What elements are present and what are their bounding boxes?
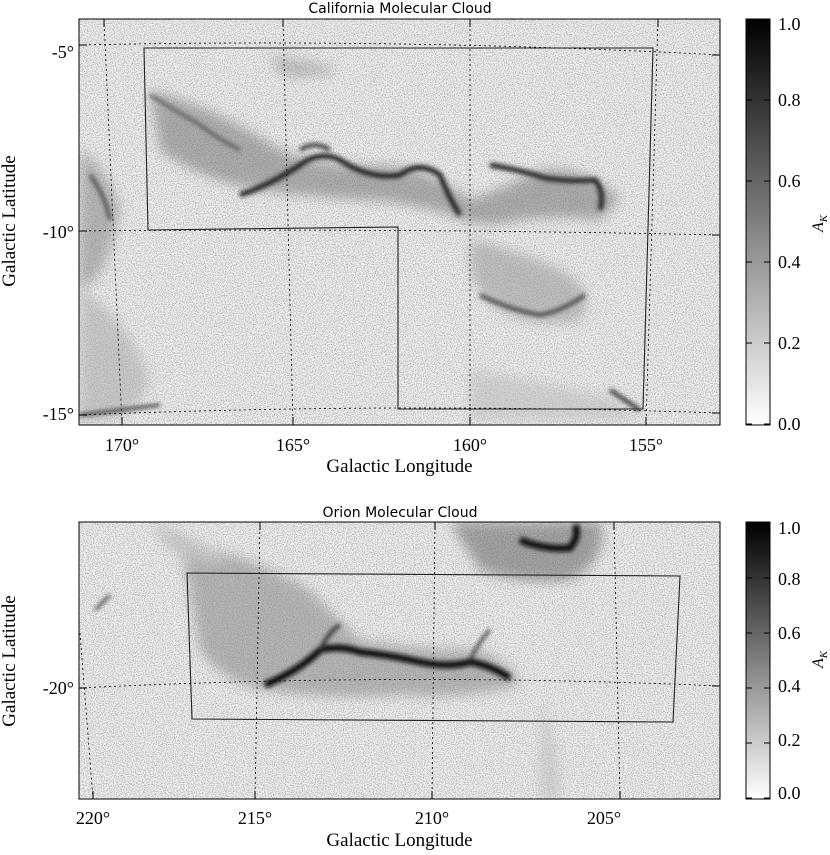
- colorbar-tick-label: 1.0: [778, 518, 801, 538]
- chart-title: Orion Molecular Cloud: [322, 505, 478, 521]
- colorbar-tick-label: 0.6: [778, 171, 801, 191]
- x-tick-label: 165°: [276, 435, 310, 455]
- x-tick-label: 220°: [76, 808, 110, 828]
- x-tick-label: 205°: [587, 808, 621, 828]
- orion-panel: Orion Molecular Cloud: [0, 500, 830, 855]
- colorbar: [745, 18, 771, 426]
- coordinate-grid: [78, 18, 721, 426]
- colorbar-tick-label: 0.2: [778, 730, 801, 750]
- y-tick-labels: -20°: [43, 678, 74, 698]
- colorbar-tick-label: 0.0: [778, 414, 801, 434]
- y-tick-label: -5°: [52, 42, 74, 62]
- colorbar-tick-label: 0.4: [778, 252, 801, 272]
- x-axis-label: Galactic Longitude: [326, 830, 473, 851]
- y-axis-label: Galactic Latitude: [0, 595, 20, 727]
- x-tick-labels: 220° 215° 210° 205°: [76, 808, 621, 828]
- colorbar-tick-labels: 0.0 0.2 0.4 0.6 0.8 1.0: [778, 518, 801, 803]
- x-tick-label: 170°: [105, 435, 139, 455]
- extinction-map: [79, 19, 720, 425]
- plot-frame: [78, 521, 721, 800]
- colorbar-tick-label: 0.8: [778, 90, 801, 110]
- x-tick-label: 210°: [415, 808, 449, 828]
- y-tick-label: -20°: [43, 678, 74, 698]
- california-panel: California Molecular Cloud: [0, 1, 830, 477]
- coordinate-grid: [78, 521, 721, 800]
- colorbar: [745, 521, 771, 800]
- colorbar-tick-label: 0.6: [778, 623, 801, 643]
- axis-ticks: [79, 522, 720, 799]
- x-tick-label: 215°: [238, 808, 272, 828]
- orion-map: 220° 215° 210° 205° -20° 0.0 0.2 0.4 0.6…: [43, 518, 830, 828]
- x-axis-label: Galactic Longitude: [326, 456, 473, 477]
- x-tick-label: 155°: [629, 435, 663, 455]
- california-map: 170° 165° 160° 155° -5° -10° -15° 0.0 0.…: [43, 14, 830, 455]
- y-tick-label: -10°: [43, 222, 74, 242]
- survey-outline: [186, 572, 681, 723]
- colorbar-tick-label: 1.0: [778, 14, 801, 34]
- colorbar-tick-label: 0.8: [778, 569, 801, 589]
- x-tick-labels: 170° 165° 160° 155°: [105, 435, 663, 455]
- y-axis-label: Galactic Latitude: [0, 155, 20, 287]
- x-tick-label: 160°: [453, 435, 487, 455]
- colorbar-tick-labels: 0.0 0.2 0.4 0.6 0.8 1.0: [778, 14, 801, 434]
- extinction-map: [79, 522, 720, 799]
- survey-outline: [143, 47, 654, 410]
- colorbar-tick-label: 0.4: [778, 676, 801, 696]
- y-tick-labels: -5° -10° -15°: [43, 42, 74, 424]
- colorbar-tick-label: 0.2: [778, 333, 801, 353]
- colorbar-label: AK: [810, 650, 830, 669]
- colorbar-tick-label: 0.0: [778, 783, 801, 803]
- chart-title: California Molecular Cloud: [308, 1, 492, 17]
- axis-ticks: [79, 19, 720, 425]
- colorbar-label: AK: [810, 214, 830, 233]
- plot-frame: [78, 18, 721, 426]
- y-tick-label: -15°: [43, 404, 74, 424]
